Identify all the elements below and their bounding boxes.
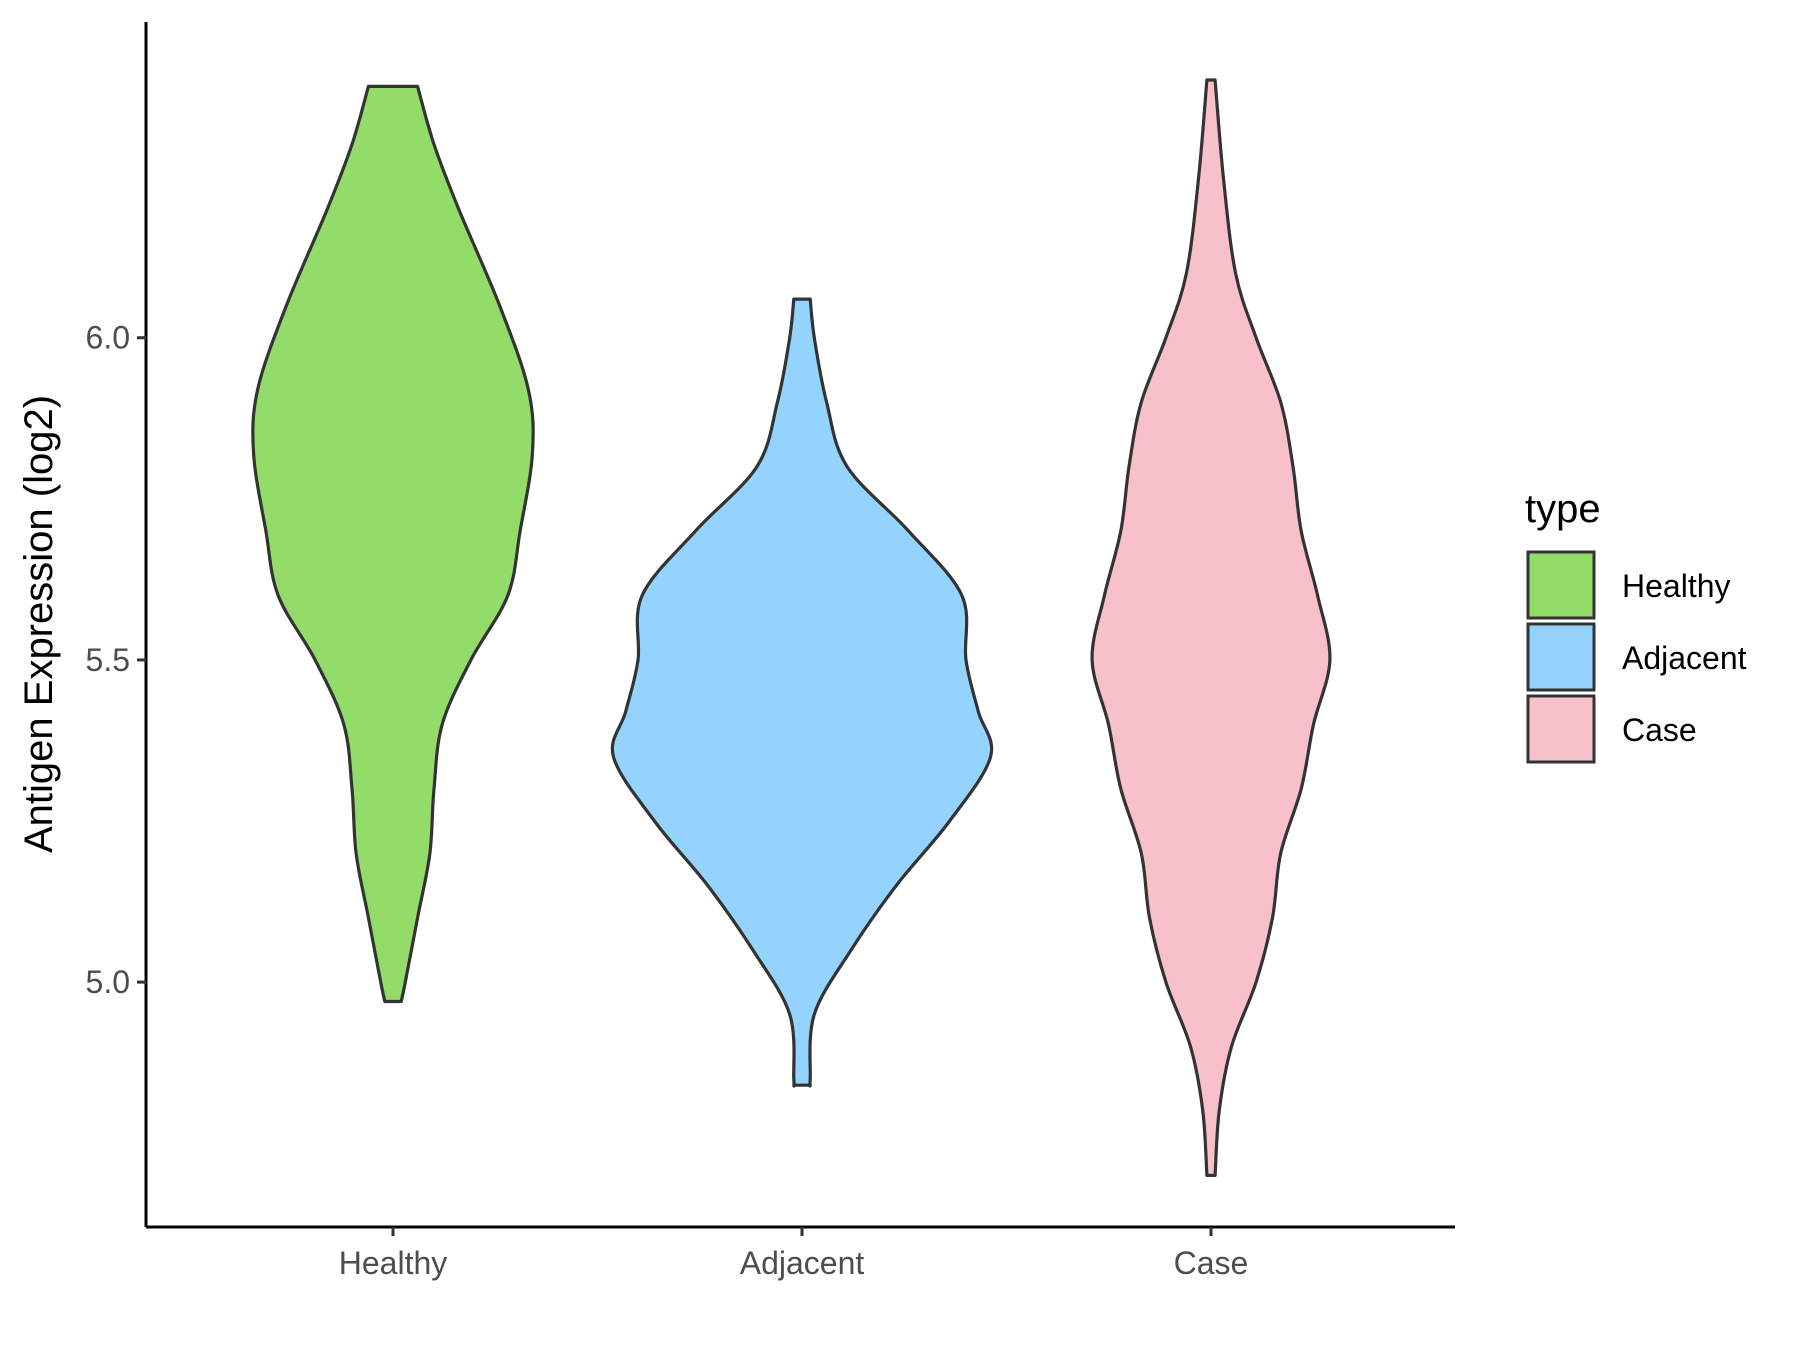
legend-label-case: Case	[1622, 712, 1697, 748]
legend-label-adjacent: Adjacent	[1622, 640, 1747, 676]
violin-layer	[251, 78, 1332, 1177]
x-ticks: Healthy Adjacent Case	[339, 1227, 1249, 1281]
legend-key-adjacent	[1526, 622, 1596, 692]
y-ticks: 5.0 5.5 6.0	[86, 320, 146, 1000]
x-tick-label: Healthy	[339, 1245, 448, 1281]
legend: type Healthy Adjacent Case	[1525, 487, 1747, 764]
x-tick-label: Case	[1174, 1245, 1249, 1281]
y-axis-title: Antigen Expression (log2)	[17, 395, 61, 853]
y-tick-label: 5.0	[86, 964, 130, 1000]
legend-key-case	[1526, 694, 1596, 764]
y-tick-label: 5.5	[86, 642, 130, 678]
legend-label-healthy: Healthy	[1622, 568, 1731, 604]
legend-key-healthy	[1526, 550, 1596, 620]
legend-title: type	[1525, 487, 1601, 531]
violin-healthy	[251, 84, 535, 1004]
legend-items: Healthy Adjacent Case	[1526, 550, 1747, 764]
violin-adjacent	[610, 297, 994, 1088]
y-tick-label: 6.0	[86, 320, 130, 356]
x-tick-label: Adjacent	[740, 1245, 865, 1281]
violin-case	[1090, 78, 1332, 1177]
